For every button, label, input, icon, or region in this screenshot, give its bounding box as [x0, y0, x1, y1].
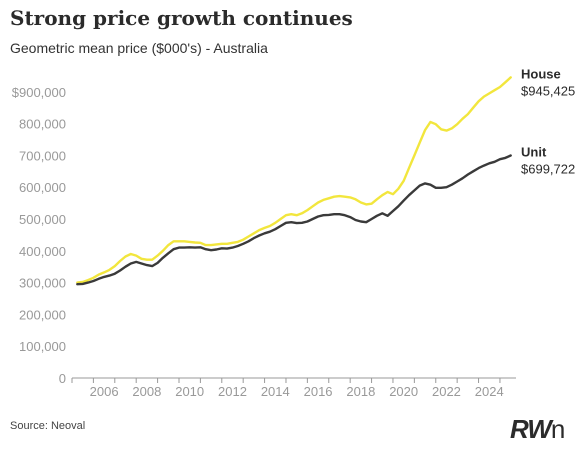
x-tick-label: 2014	[261, 384, 290, 399]
y-tick-label: 500,000	[19, 212, 66, 227]
unit-series-value: $699,722	[521, 161, 575, 176]
x-tick-label: 2010	[175, 384, 204, 399]
series-end-labels: House $945,425 Unit $699,722	[521, 66, 575, 176]
unit-series-name: Unit	[521, 144, 547, 159]
x-tick-label: 2018	[346, 384, 375, 399]
series-lines	[76, 76, 512, 286]
x-tick-label: 2012	[218, 384, 247, 399]
brand-logo: RWn	[510, 414, 566, 445]
x-tick-label: 2022	[432, 384, 461, 399]
y-axis: 0 100,000 200,000 300,000 400,000 500,000 600,…	[12, 85, 66, 386]
y-tick-label: 200,000	[19, 307, 66, 322]
x-tick-label: 2016	[304, 384, 333, 399]
y-tick-label: 400,000	[19, 244, 66, 259]
house-series-name: House	[521, 66, 561, 81]
x-tick-label: 2020	[389, 384, 418, 399]
logo-text-rest: n	[550, 414, 566, 444]
x-axis: 2006 2008 2010 2012 2014 2016 2018 2020 2022 2024	[71, 377, 516, 399]
house-series-value: $945,425	[521, 83, 575, 98]
y-tick-label: 100,000	[19, 339, 66, 354]
x-tick-label: 2008	[132, 384, 161, 399]
source-note: Source: Neoval	[10, 420, 86, 432]
x-tick-label: 2024	[475, 384, 504, 399]
logo-text-bold: RW	[510, 414, 552, 444]
house-series-line	[76, 76, 512, 284]
y-tick-label: 300,000	[19, 276, 66, 291]
y-tick-label: 600,000	[19, 180, 66, 195]
x-tick-label: 2006	[90, 384, 119, 399]
y-tick-label: 800,000	[19, 117, 66, 132]
unit-series-line	[76, 154, 512, 286]
y-tick-label: $900,000	[12, 85, 66, 100]
y-tick-label: 700,000	[19, 148, 66, 163]
y-tick-label: 0	[59, 371, 66, 386]
chart-title: Strong price growth continues	[10, 6, 353, 30]
chart-subtitle: Geometric mean price ($000's) - Australi…	[10, 40, 268, 56]
